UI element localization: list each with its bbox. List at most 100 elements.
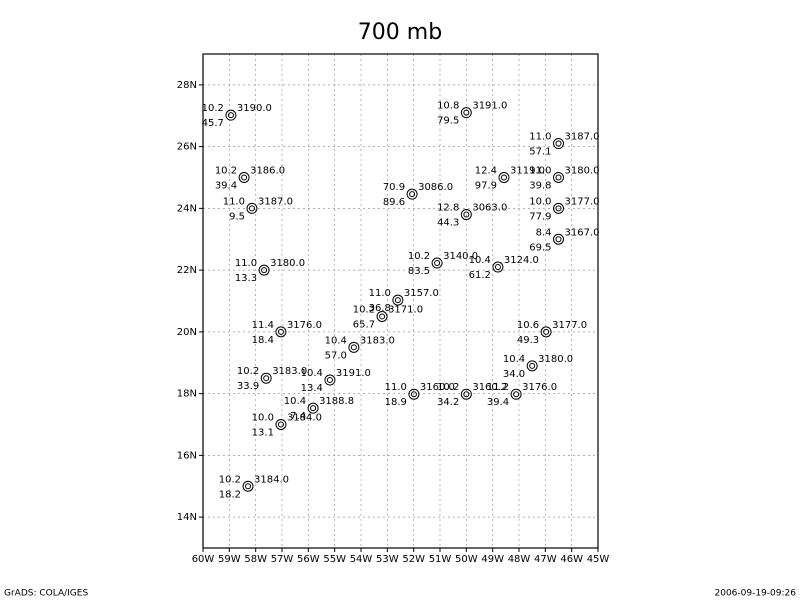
y-tick-label: 14N [177,512,197,523]
temperature-label: 11.0 [223,196,245,207]
temperature-label: 10.4 [325,335,347,346]
dewpoint-label: 45.7 [202,118,224,129]
height-label: 3167.0 [565,227,600,238]
station-marker [492,261,504,273]
height-label: 3140.0 [443,251,478,262]
height-label: 3177.0 [552,320,587,331]
dewpoint-label: 9.5 [229,211,245,222]
station-marker [460,388,472,400]
temperature-label: 11.0 [529,166,551,177]
station-marker [460,209,472,221]
station-marker [408,388,420,400]
station-marker [238,172,250,183]
station-marker-inner [261,267,268,274]
dewpoint-label: 61.2 [469,270,491,281]
dewpoint-label: 44.3 [437,218,459,229]
temperature-label: 10.2 [215,166,237,177]
dewpoint-label: 34.2 [437,397,459,408]
x-tick-label: 57W [271,554,294,565]
station-marker [348,341,360,353]
station-marker [225,109,237,121]
height-label: 3183.0 [360,335,395,346]
dewpoint-label: 7.4 [290,411,306,422]
x-tick-label: 51W [429,554,452,565]
height-label: 3183.0 [272,366,307,377]
height-label: 3180.0 [270,258,305,269]
station-marker-inner [277,421,284,428]
station-marker [498,172,510,183]
station-marker [307,402,319,414]
station-marker [376,310,388,322]
height-label: 3086.0 [418,182,453,193]
temperature-label: 11.0 [385,382,407,393]
station-marker [324,374,336,386]
temperature-label: 11.4 [252,320,274,331]
y-tick-label: 22N [177,265,197,276]
station-marker [553,138,564,150]
station-marker-inner [555,140,562,147]
station-marker-inner [326,377,333,384]
x-tick-label: 46W [560,554,583,565]
station-marker [510,388,522,400]
station-marker [242,480,254,492]
station-marker [553,172,564,183]
station-marker-inner [434,260,441,267]
y-tick-label: 18N [177,389,197,400]
station-marker [553,202,564,214]
station-marker-inner [394,297,401,304]
height-label: 3177.0 [565,196,600,207]
station-marker [406,188,418,200]
temperature-label: 10.2 [437,382,459,393]
station-marker [460,107,472,119]
temperature-label: 10.4 [503,354,525,365]
height-label: 3186.0 [250,166,285,177]
x-tick-label: 45W [587,554,610,565]
x-tick-label: 60W [192,554,215,565]
plot-frame [202,53,599,549]
dewpoint-label: 18.2 [219,489,241,500]
dewpoint-label: 83.5 [408,266,430,277]
temperature-label: 10.8 [437,101,459,112]
temperature-label: 10.0 [252,413,274,424]
station-marker-inner [555,205,562,212]
x-tick-label: 55W [323,554,346,565]
footer-left: GrADS: COLA/IGES [4,589,88,599]
station-marker [275,419,287,430]
station-marker [260,372,272,384]
dewpoint-label: 69.5 [529,242,551,253]
temperature-label: 11.0 [529,132,551,143]
temperature-label: 10.4 [469,255,491,266]
station-marker [431,257,443,269]
x-tick-label: 53W [376,554,399,565]
station-marker-inner [410,391,417,398]
temperature-label: 10.4 [301,368,323,379]
height-label: 3124.0 [504,255,539,266]
temperature-label: 12.8 [437,203,459,214]
dewpoint-label: 18.4 [252,335,274,346]
height-label: 3157.0 [404,288,439,299]
height-label: 3184.0 [254,474,289,485]
dewpoint-label: 36.8 [369,303,391,314]
height-label: 3187.0 [258,196,293,207]
dewpoint-label: 57.0 [325,350,347,361]
height-label: 3191.0 [472,101,507,112]
station-marker [258,264,270,276]
station-marker-inner [248,205,255,212]
temperature-label: 8.4 [536,227,552,238]
y-tick-label: 16N [177,450,197,461]
temperature-label: 10.2 [202,103,224,114]
temperature-label: 70.9 [383,182,405,193]
station-marker-inner [379,313,386,320]
height-label: 3188.8 [319,396,354,407]
x-tick-label: 58W [244,554,267,565]
temperature-label: 10.2 [353,304,375,315]
station-marker-inner [263,375,270,382]
height-label: 3180.0 [565,166,600,177]
y-tick-label: 20N [177,327,197,338]
station-marker [275,326,287,338]
height-label: 3187.0 [565,132,600,143]
station-marker-inner [310,405,317,412]
x-tick-label: 56W [297,554,320,565]
dewpoint-label: 18.9 [385,397,407,408]
